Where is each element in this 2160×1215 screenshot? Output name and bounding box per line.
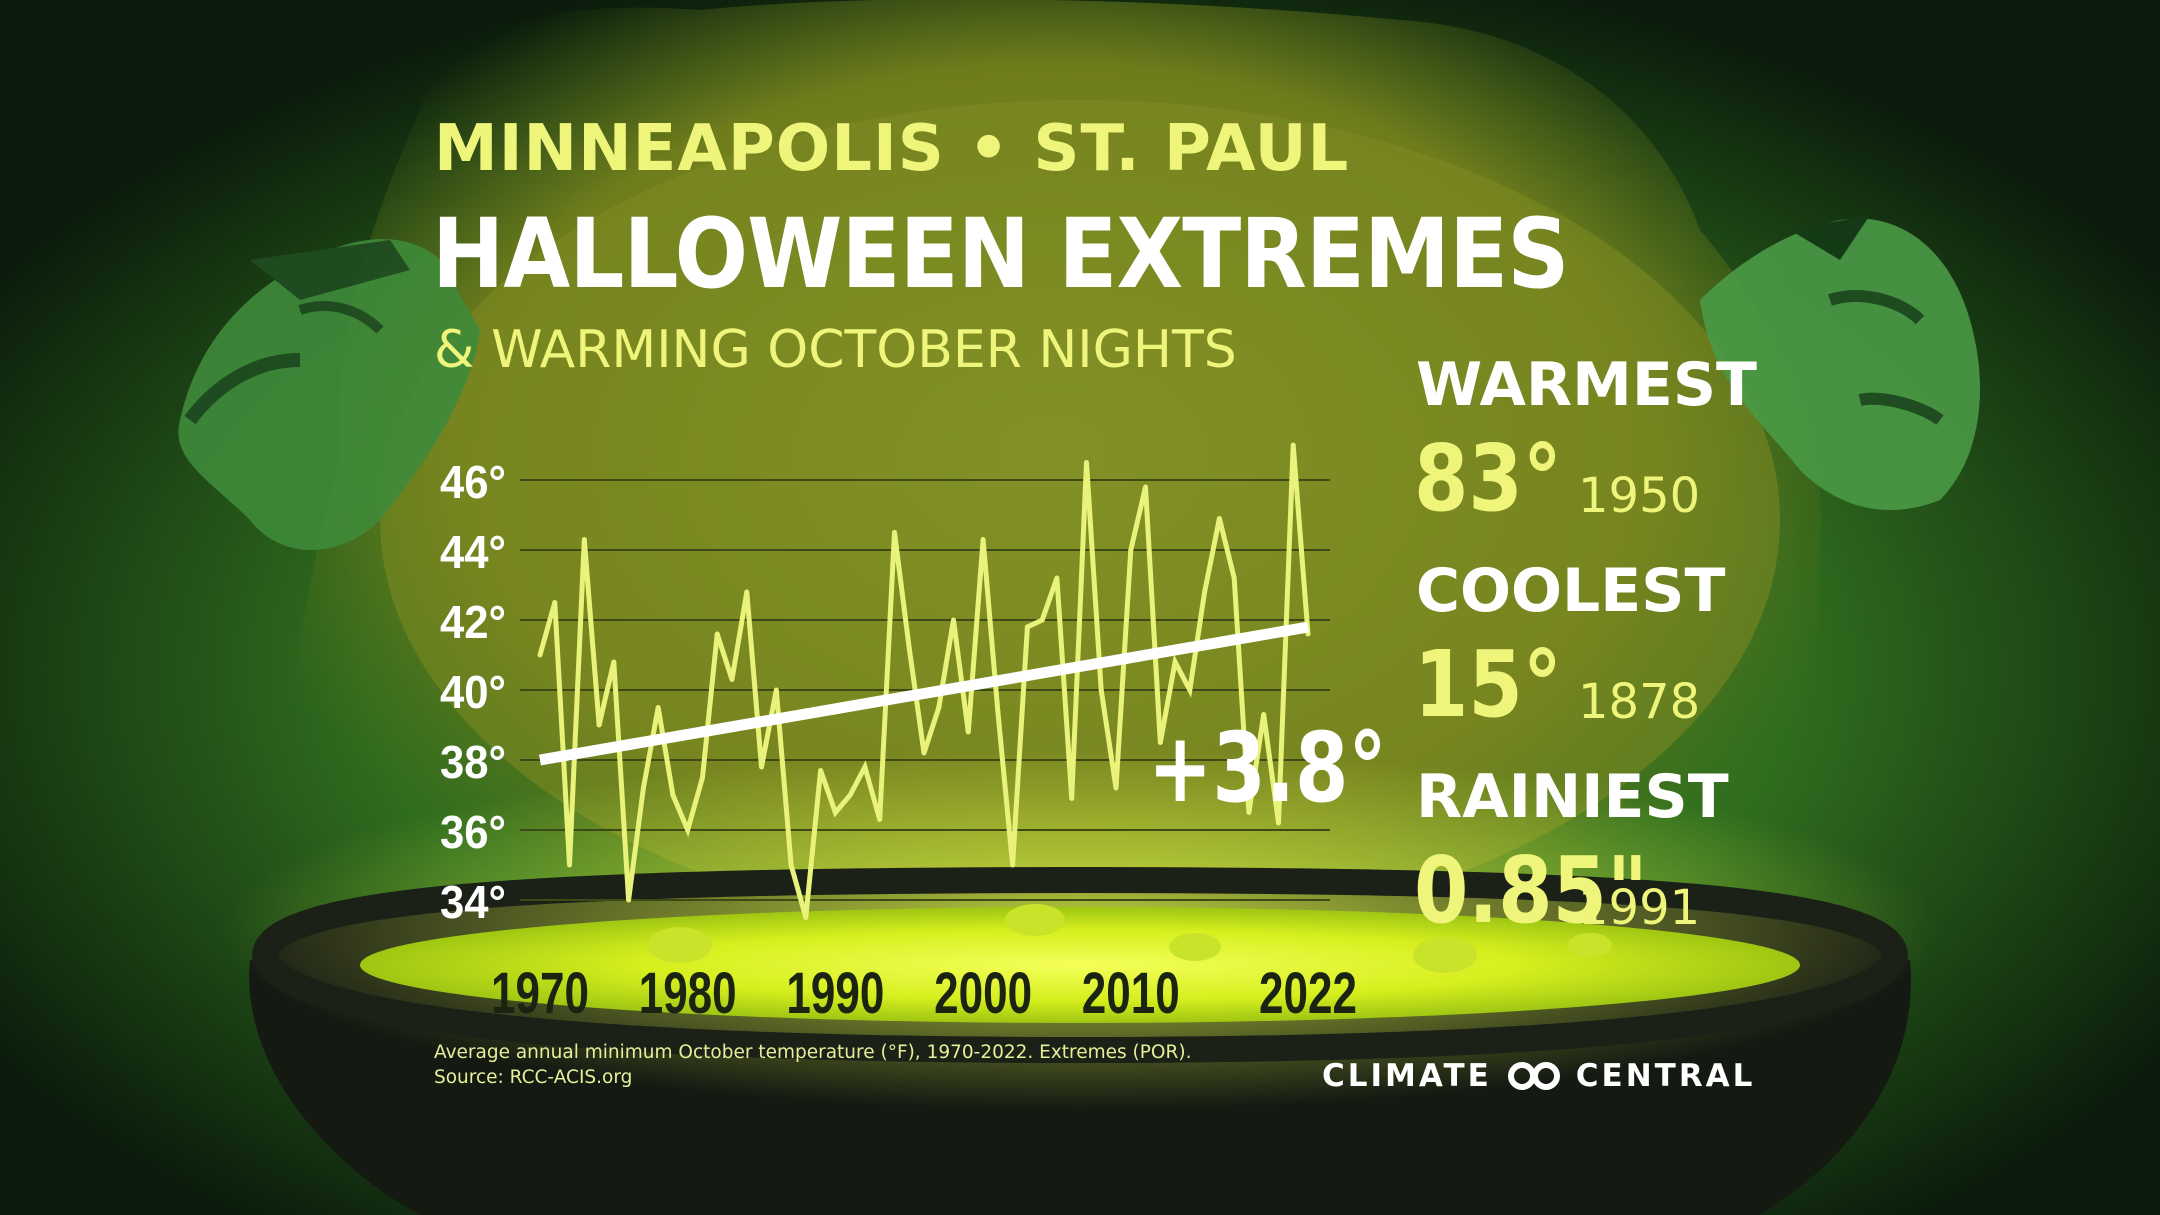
data-point xyxy=(685,827,691,833)
y-axis-ticks: 46° 44° 42° 40° 38° 36° 34° xyxy=(440,456,506,928)
warmest-value: 83° xyxy=(1414,425,1562,532)
data-point xyxy=(759,764,765,770)
chart-grid xyxy=(520,479,1330,901)
main-title: HALLOWEEN EXTREMES xyxy=(432,198,1569,310)
data-point xyxy=(1113,785,1119,791)
data-point xyxy=(965,729,971,735)
data-point xyxy=(818,768,824,773)
data-point xyxy=(862,764,868,770)
x-tick-label: 2000 xyxy=(934,961,1032,1026)
data-point xyxy=(1261,712,1267,717)
series-line xyxy=(537,444,1311,919)
data-point xyxy=(1246,810,1252,815)
left-hand xyxy=(178,239,480,550)
y-tick-label: 40° xyxy=(440,666,506,718)
climate-central-logo: CLIMATE CENTRAL xyxy=(1322,1058,1755,1094)
right-hand xyxy=(1700,215,1980,510)
data-point xyxy=(552,600,558,605)
coolest-year: 1878 xyxy=(1578,674,1701,730)
data-point xyxy=(995,708,1001,714)
data-point xyxy=(1039,617,1045,623)
data-point xyxy=(1202,589,1208,595)
data-point xyxy=(537,652,543,658)
chart-lines xyxy=(537,442,1311,920)
data-point xyxy=(1172,659,1178,665)
data-point xyxy=(1275,820,1281,826)
data-point xyxy=(951,617,957,623)
x-tick-label: 1990 xyxy=(786,961,884,1026)
data-point xyxy=(626,897,632,903)
rainiest-value: 0.85" xyxy=(1414,837,1648,944)
warmest-year: 1950 xyxy=(1578,468,1701,524)
data-point xyxy=(1216,516,1222,521)
data-point xyxy=(1143,484,1149,490)
data-point xyxy=(640,785,646,791)
data-point xyxy=(773,687,779,693)
data-point xyxy=(655,705,661,710)
x-tick-label: 2010 xyxy=(1082,961,1180,1026)
data-point xyxy=(1083,460,1089,465)
rainiest-year: 1991 xyxy=(1578,880,1701,936)
data-point xyxy=(1290,442,1296,448)
data-point xyxy=(1157,740,1163,745)
data-point xyxy=(891,530,897,535)
data-point xyxy=(803,915,809,920)
data-point xyxy=(611,659,617,665)
y-tick-label: 36° xyxy=(440,806,506,858)
data-point xyxy=(670,792,676,798)
x-axis-ticks: 1970 1980 1990 2000 2010 2022 xyxy=(491,961,1357,1026)
x-tick-label: 1980 xyxy=(639,961,737,1026)
data-point xyxy=(729,677,735,682)
warmest-label: WARMEST xyxy=(1416,350,1757,420)
trend-line xyxy=(539,621,1309,766)
data-point xyxy=(1128,547,1134,553)
data-point xyxy=(980,537,986,542)
data-point xyxy=(906,645,912,651)
data-point xyxy=(1069,796,1075,801)
location-title: MINNEAPOLIS • ST. PAUL xyxy=(434,112,1350,186)
y-tick-label: 44° xyxy=(440,526,506,578)
coolest-label: COOLEST xyxy=(1416,556,1726,626)
brand-left-text: CLIMATE xyxy=(1322,1058,1492,1094)
data-point xyxy=(832,810,838,815)
y-tick-label: 42° xyxy=(440,596,506,648)
data-point xyxy=(1098,687,1104,693)
brand-right-text: CENTRAL xyxy=(1575,1058,1756,1094)
data-point xyxy=(581,537,587,542)
data-point xyxy=(1054,575,1060,581)
data-point xyxy=(714,631,720,637)
data-point xyxy=(1231,575,1237,581)
footnote: Average annual minimum October temperatu… xyxy=(434,1042,1192,1063)
data-point xyxy=(788,862,794,868)
data-point xyxy=(567,862,573,868)
data-point xyxy=(596,722,602,728)
data-point xyxy=(1010,862,1016,868)
data-point xyxy=(744,589,750,595)
infinity-logo-icon xyxy=(1507,1062,1560,1090)
source-note: Source: RCC-ACIS.org xyxy=(434,1067,633,1088)
trend-label: +3.8° xyxy=(1148,712,1387,824)
data-point xyxy=(936,705,942,710)
y-tick-label: 46° xyxy=(440,456,506,508)
y-tick-label: 34° xyxy=(440,876,506,928)
x-tick-label: 1970 xyxy=(491,961,589,1026)
coolest-value: 15° xyxy=(1414,631,1562,738)
data-point xyxy=(1187,687,1193,693)
data-point xyxy=(1024,624,1030,630)
data-point xyxy=(877,817,883,822)
data-point xyxy=(699,775,705,780)
rainiest-label: RAINIEST xyxy=(1416,762,1729,832)
data-point xyxy=(847,792,853,798)
x-tick-label: 2022 xyxy=(1259,961,1357,1026)
data-point xyxy=(921,750,927,756)
subtitle: & WARMING OCTOBER NIGHTS xyxy=(434,320,1237,380)
y-tick-label: 38° xyxy=(440,736,506,788)
